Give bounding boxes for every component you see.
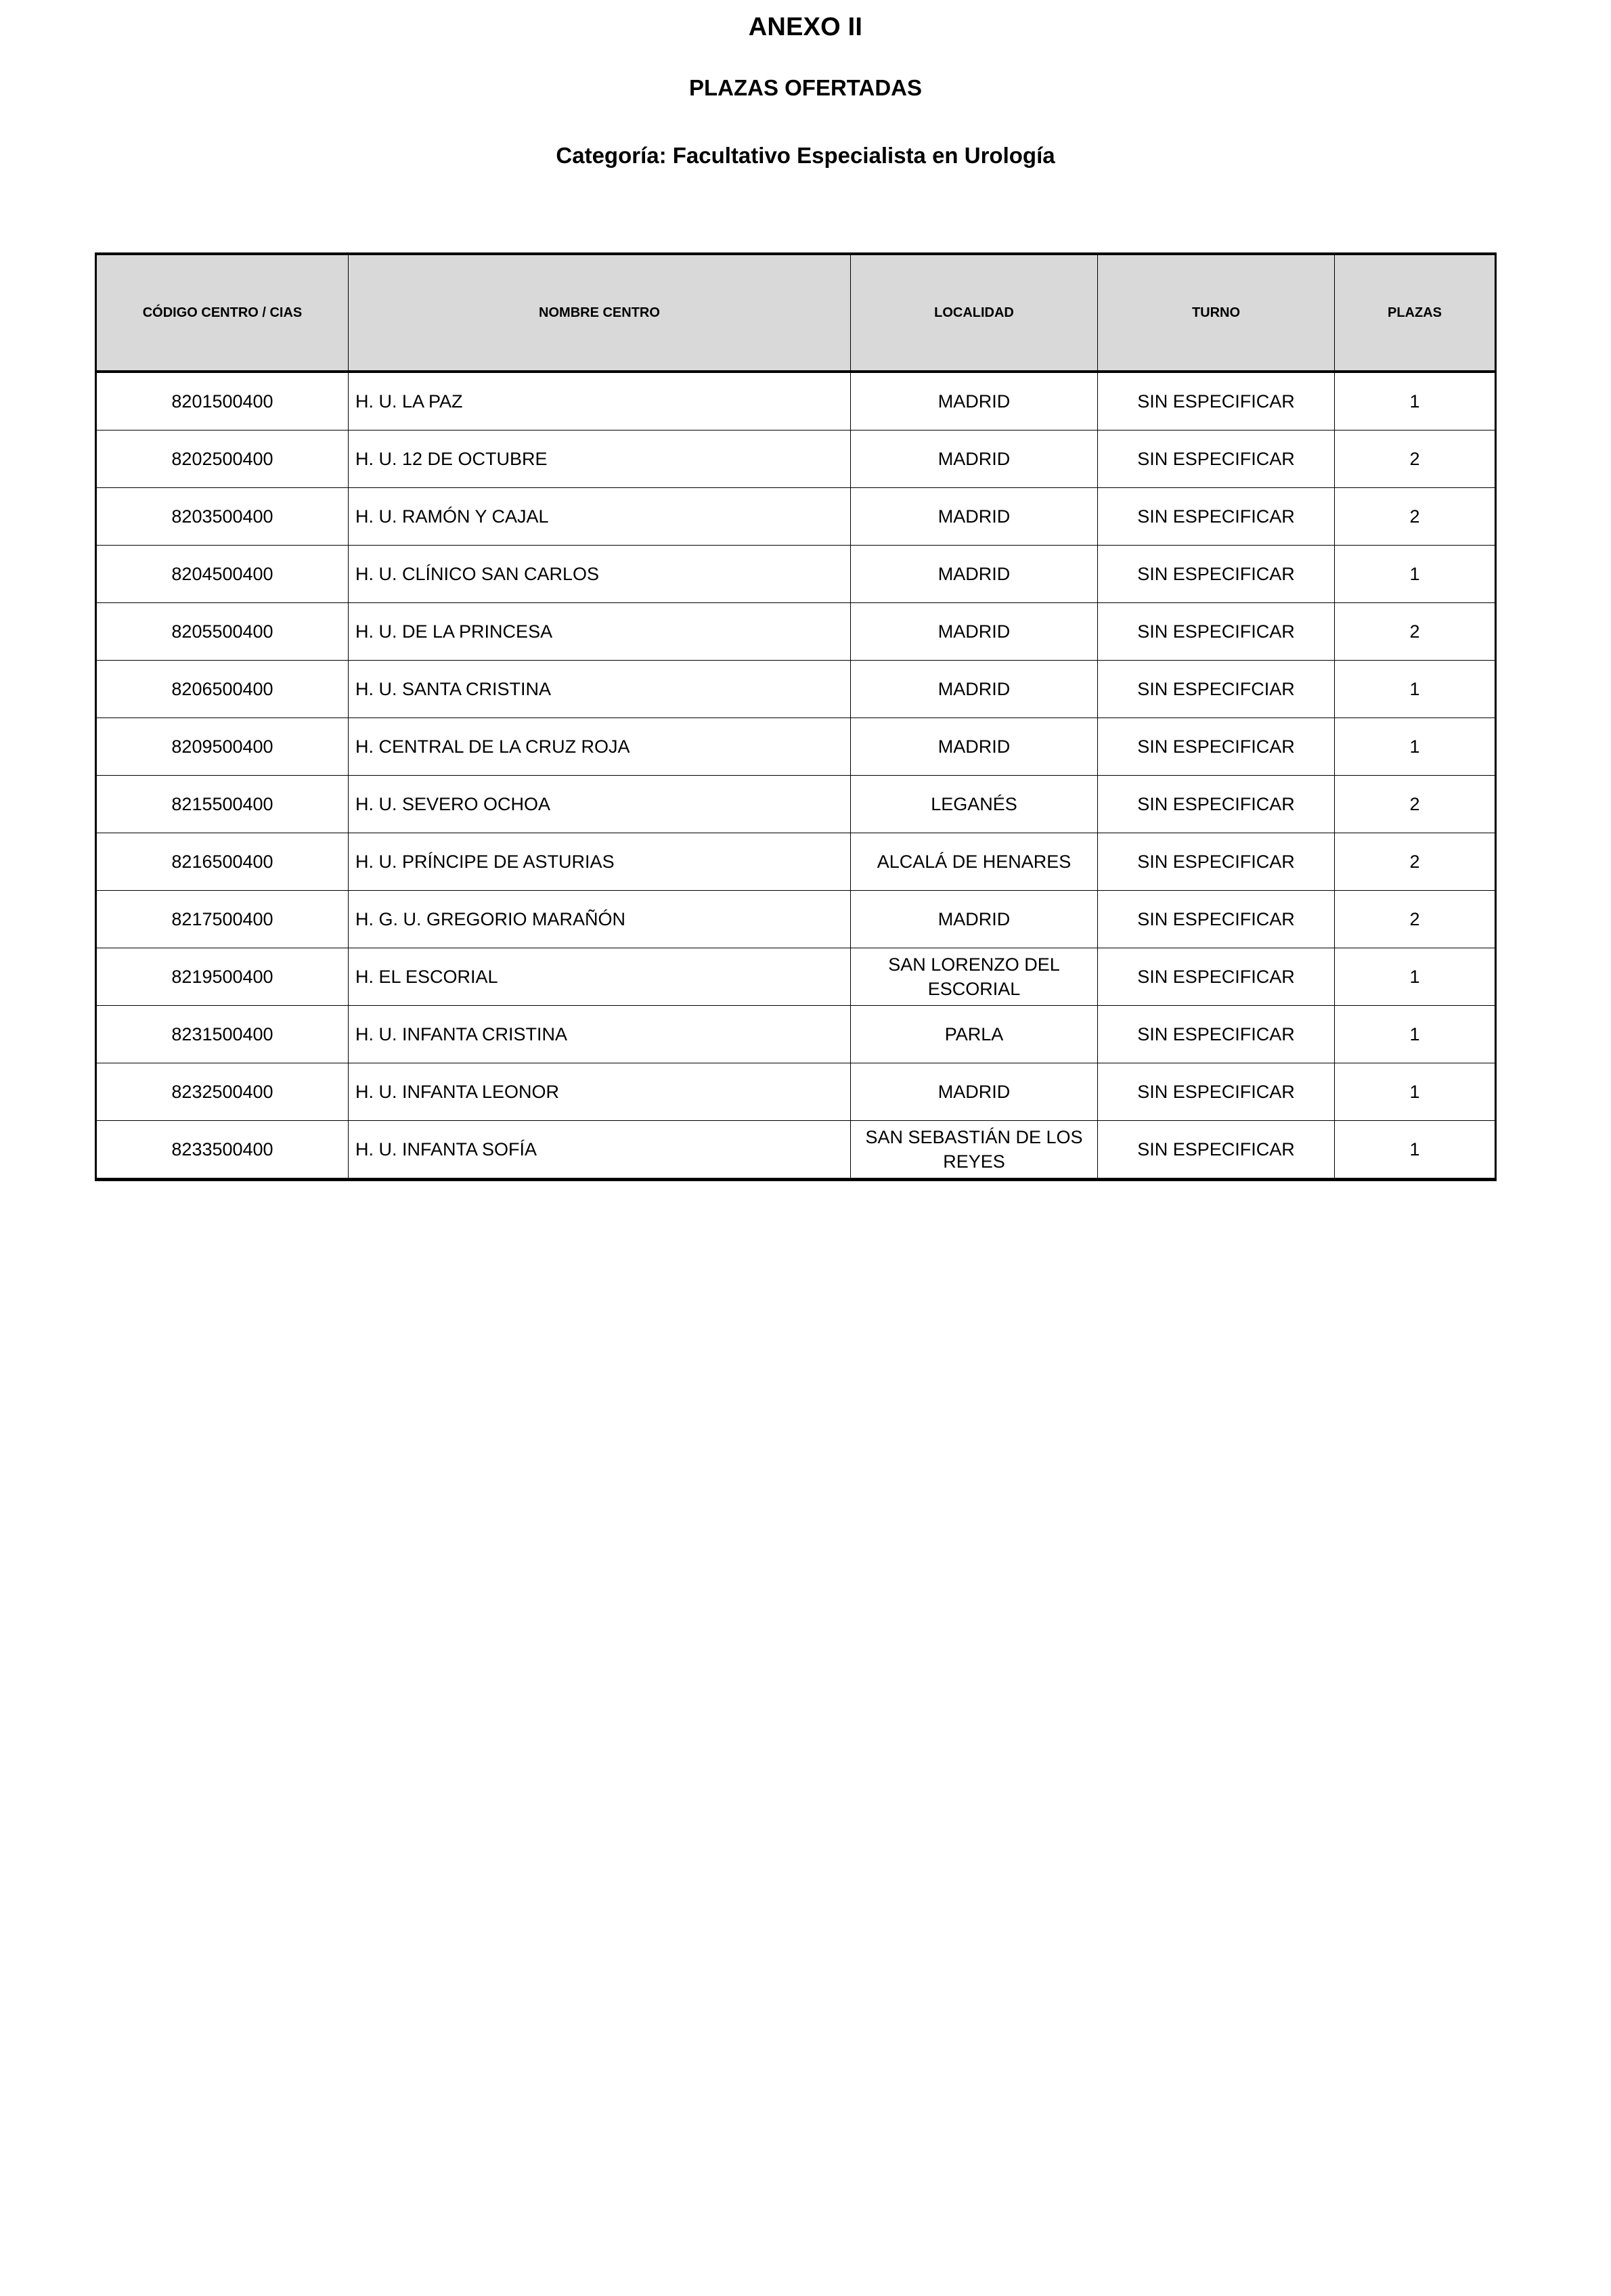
cell-plazas: 2 <box>1334 430 1497 488</box>
cell-turno: SIN ESPECIFICAR <box>1097 948 1335 1006</box>
table-body: 8201500400 H. U. LA PAZ MADRID SIN ESPECIFI… <box>95 371 1497 1181</box>
cell-plazas: 2 <box>1334 890 1497 948</box>
cell-nombre: H. U. RAMÓN Y CAJAL <box>348 487 851 546</box>
cell-localidad: MADRID <box>850 430 1098 488</box>
document-subtitle: PLAZAS OFERTADAS <box>688 75 923 100</box>
cell-plazas: 1 <box>1334 1063 1497 1121</box>
cell-codigo: 8233500400 <box>95 1120 349 1181</box>
table-row: 8204500400 H. U. CLÍNICO SAN CARLOS MADRID… <box>95 545 1497 603</box>
cell-codigo: 8205500400 <box>95 602 349 661</box>
table-row: 8206500400 H. U. SANTA CRISTINA MADRID SIN … <box>95 660 1497 718</box>
table-header-row: CÓDIGO CENTRO / CIAS NOMBRE CENTRO LOCAL… <box>95 252 1497 373</box>
cell-localidad: MADRID <box>850 890 1098 948</box>
cell-turno: SIN ESPECIFICAR <box>1097 833 1335 891</box>
cell-plazas: 2 <box>1334 602 1497 661</box>
table-row: 8215500400 H. U. SEVERO OCHOA LEGANÉS SIN E… <box>95 775 1497 833</box>
cell-codigo: 8216500400 <box>95 833 349 891</box>
column-header-codigo: CÓDIGO CENTRO / CIAS <box>95 252 349 373</box>
cell-turno: SIN ESPECIFICAR <box>1097 602 1335 661</box>
cell-localidad: MADRID <box>850 1063 1098 1121</box>
cell-nombre: H. U. LA PAZ <box>348 371 851 430</box>
table-row: 8231500400 H. U. INFANTA CRISTINA PARLA SIN… <box>95 1005 1497 1063</box>
column-header-localidad: LOCALIDAD <box>850 252 1098 373</box>
cell-plazas: 2 <box>1334 775 1497 833</box>
table-row: 8203500400 H. U. RAMÓN Y CAJAL MADRID SIN E… <box>95 487 1497 546</box>
cell-plazas: 1 <box>1334 1120 1497 1181</box>
cell-turno: SIN ESPECIFICAR <box>1097 775 1335 833</box>
cell-codigo: 8206500400 <box>95 660 349 718</box>
cell-plazas: 2 <box>1334 833 1497 891</box>
document-headings: ANEXO II PLAZAS OFERTADAS Categoría: Fac… <box>0 0 1611 169</box>
cell-turno: SIN ESPECIFICAR <box>1097 890 1335 948</box>
cell-turno: SIN ESPECIFICAR <box>1097 1063 1335 1121</box>
cell-localidad: MADRID <box>850 371 1098 430</box>
cell-nombre: H. U. INFANTA LEONOR <box>348 1063 851 1121</box>
cell-codigo: 8217500400 <box>95 890 349 948</box>
plazas-table-container: CÓDIGO CENTRO / CIAS NOMBRE CENTRO LOCAL… <box>95 252 1497 1181</box>
cell-turno: SIN ESPECIFICAR <box>1097 430 1335 488</box>
cell-turno: SIN ESPECIFICAR <box>1097 1120 1335 1181</box>
cell-localidad: ALCALÁ DE HENARES <box>850 833 1098 891</box>
cell-localidad: MADRID <box>850 602 1098 661</box>
cell-plazas: 1 <box>1334 1005 1497 1063</box>
document-category: Categoría: Facultativo Especialista en U… <box>556 143 1055 168</box>
table-row: 8209500400 H. CENTRAL DE LA CRUZ ROJA MADR… <box>95 718 1497 776</box>
cell-localidad: MADRID <box>850 545 1098 603</box>
table-row: 8219500400 H. EL ESCORIAL SAN LORENZO DEL … <box>95 948 1497 1006</box>
cell-nombre: H. U. SANTA CRISTINA <box>348 660 851 718</box>
cell-nombre: H. U. SEVERO OCHOA <box>348 775 851 833</box>
cell-codigo: 8232500400 <box>95 1063 349 1121</box>
cell-localidad: SAN SEBASTIÁN DE LOS REYES <box>850 1120 1098 1181</box>
cell-codigo: 8231500400 <box>95 1005 349 1063</box>
cell-nombre: H. U. CLÍNICO SAN CARLOS <box>348 545 851 603</box>
cell-codigo: 8204500400 <box>95 545 349 603</box>
cell-nombre: H. U. INFANTA SOFÍA <box>348 1120 851 1181</box>
cell-nombre: H. G. U. GREGORIO MARAÑÓN <box>348 890 851 948</box>
cell-plazas: 1 <box>1334 660 1497 718</box>
table-row: 8233500400 H. U. INFANTA SOFÍA SAN SEBASTI… <box>95 1120 1497 1181</box>
table-row: 8217500400 H. G. U. GREGORIO MARAÑÓN MADRI… <box>95 890 1497 948</box>
cell-turno: SIN ESPECIFICAR <box>1097 718 1335 776</box>
cell-plazas: 1 <box>1334 545 1497 603</box>
cell-localidad: PARLA <box>850 1005 1098 1063</box>
cell-codigo: 8201500400 <box>95 371 349 430</box>
cell-nombre: H. CENTRAL DE LA CRUZ ROJA <box>348 718 851 776</box>
column-header-turno: TURNO <box>1097 252 1335 373</box>
cell-turno: SIN ESPECIFCIAR <box>1097 660 1335 718</box>
cell-plazas: 1 <box>1334 718 1497 776</box>
cell-turno: SIN ESPECIFICAR <box>1097 371 1335 430</box>
table-row: 8205500400 H. U. DE LA PRINCESA MADRID SIN … <box>95 602 1497 661</box>
table-row: 8201500400 H. U. LA PAZ MADRID SIN ESPECIFI… <box>95 371 1497 430</box>
cell-localidad: SAN LORENZO DEL ESCORIAL <box>850 948 1098 1006</box>
table-row: 8202500400 H. U. 12 DE OCTUBRE MADRID SIN E… <box>95 430 1497 488</box>
cell-codigo: 8202500400 <box>95 430 349 488</box>
cell-codigo: 8209500400 <box>95 718 349 776</box>
cell-nombre: H. U. INFANTA CRISTINA <box>348 1005 851 1063</box>
table-header: CÓDIGO CENTRO / CIAS NOMBRE CENTRO LOCAL… <box>95 252 1497 373</box>
cell-nombre: H. EL ESCORIAL <box>348 948 851 1006</box>
cell-nombre: H. U. 12 DE OCTUBRE <box>348 430 851 488</box>
cell-codigo: 8215500400 <box>95 775 349 833</box>
table-row: 8216500400 H. U. PRÍNCIPE DE ASTURIAS ALCA… <box>95 833 1497 891</box>
cell-localidad: LEGANÉS <box>850 775 1098 833</box>
column-header-nombre: NOMBRE CENTRO <box>348 252 851 373</box>
cell-localidad: MADRID <box>850 718 1098 776</box>
cell-codigo: 8203500400 <box>95 487 349 546</box>
table-row: 8232500400 H. U. INFANTA LEONOR MADRID SIN … <box>95 1063 1497 1121</box>
cell-plazas: 1 <box>1334 371 1497 430</box>
cell-nombre: H. U. PRÍNCIPE DE ASTURIAS <box>348 833 851 891</box>
cell-turno: SIN ESPECIFICAR <box>1097 545 1335 603</box>
page-title: ANEXO II <box>748 13 863 41</box>
plazas-table: CÓDIGO CENTRO / CIAS NOMBRE CENTRO LOCAL… <box>95 252 1497 1181</box>
cell-plazas: 1 <box>1334 948 1497 1006</box>
cell-localidad: MADRID <box>850 660 1098 718</box>
cell-turno: SIN ESPECIFICAR <box>1097 1005 1335 1063</box>
cell-nombre: H. U. DE LA PRINCESA <box>348 602 851 661</box>
column-header-plazas: PLAZAS <box>1334 252 1497 373</box>
cell-turno: SIN ESPECIFICAR <box>1097 487 1335 546</box>
cell-localidad: MADRID <box>850 487 1098 546</box>
cell-codigo: 8219500400 <box>95 948 349 1006</box>
cell-plazas: 2 <box>1334 487 1497 546</box>
